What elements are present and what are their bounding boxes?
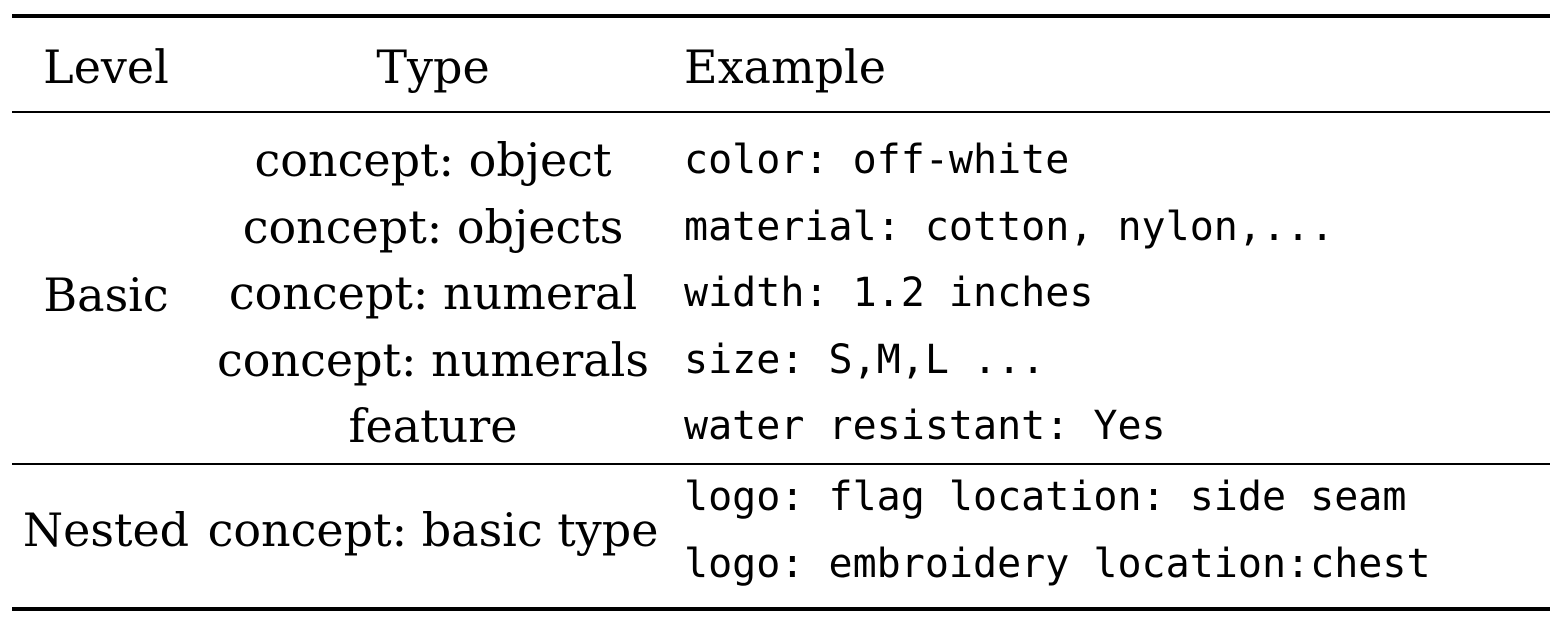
level-cell-basic: Basic [43, 268, 169, 322]
top-rule [12, 14, 1550, 18]
type-cell: concept: basic type [207, 503, 659, 557]
type-cell: concept: numerals [217, 333, 649, 387]
level-cell-nested: Nested [22, 503, 190, 557]
header-example: Example [684, 40, 886, 94]
example-cell: size: S,M,L ... [684, 337, 1046, 383]
example-cell: logo: embroidery location:chest [684, 541, 1431, 587]
type-cell: feature [348, 399, 518, 453]
type-cell: concept: object [254, 133, 612, 187]
example-cell: water resistant: Yes [684, 403, 1166, 449]
header-type: Type [376, 40, 490, 94]
example-cell: logo: flag location: side seam [684, 474, 1407, 520]
example-cell: color: off-white [684, 137, 1070, 183]
header-level: Level [43, 40, 169, 94]
type-cell: concept: objects [242, 200, 624, 254]
example-cell: material: cotton, nylon,... [684, 204, 1335, 250]
group-separator-rule [12, 463, 1550, 465]
header-rule [12, 111, 1550, 113]
bottom-rule [12, 607, 1550, 611]
example-cell: width: 1.2 inches [684, 270, 1094, 316]
type-cell: concept: numeral [228, 266, 638, 320]
